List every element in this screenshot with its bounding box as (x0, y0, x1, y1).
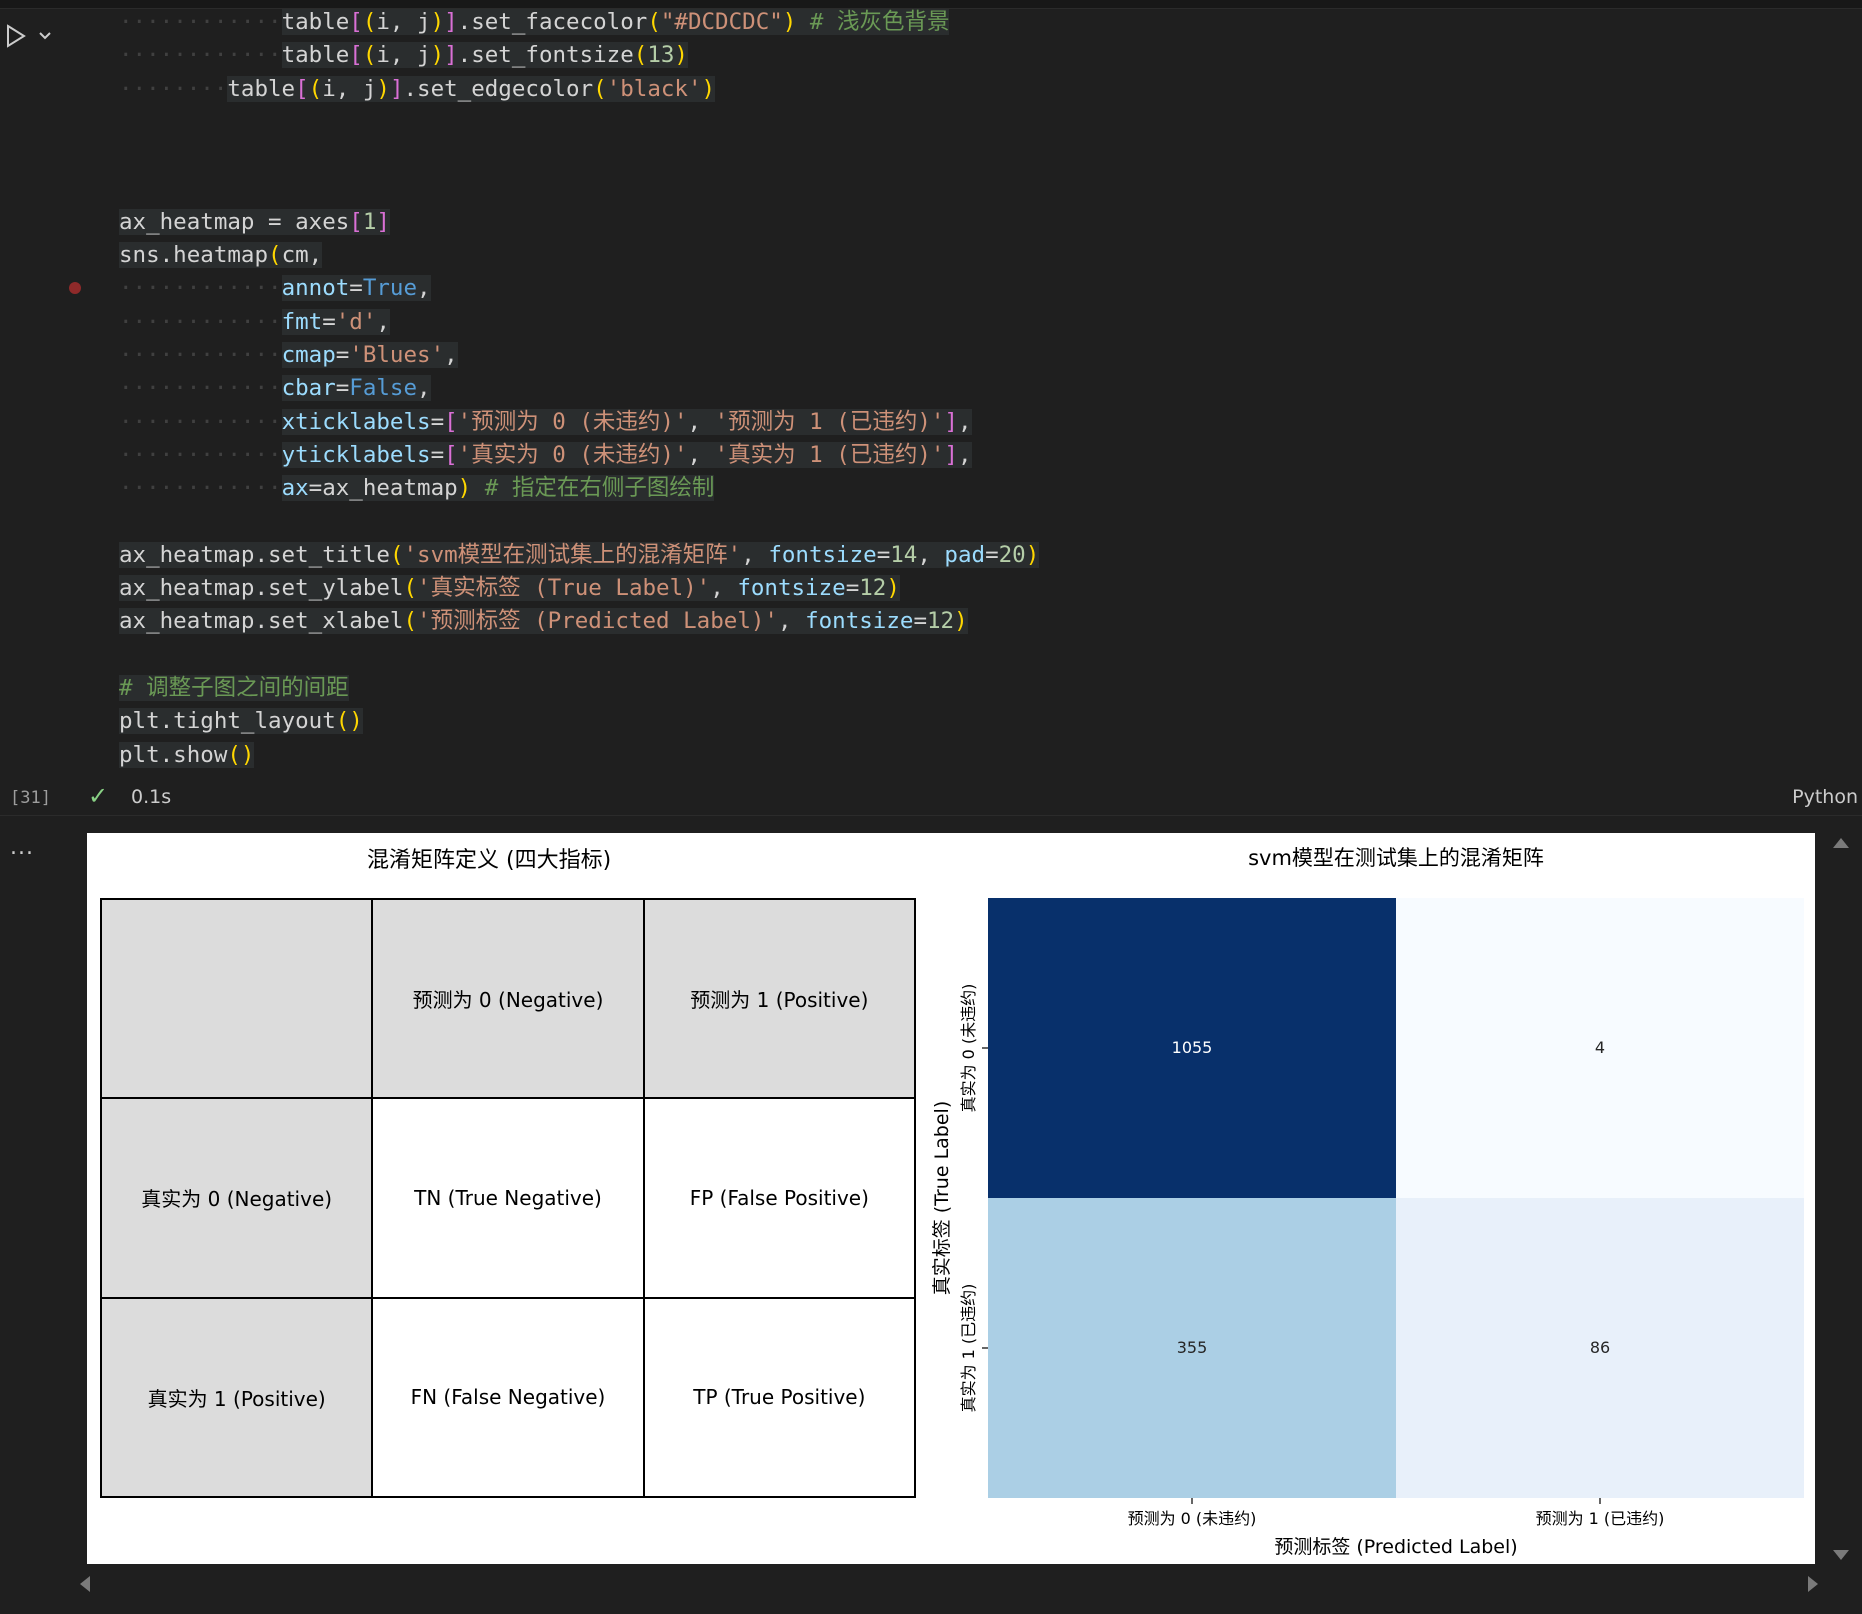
run-cell-button[interactable] (4, 22, 54, 50)
cell-divider (0, 815, 1862, 816)
code-line[interactable]: ax_heatmap.set_ylabel('真实标签 (True Label)… (119, 575, 900, 602)
x-tick-label: 预测为 1 (已违约) (1536, 1509, 1665, 1528)
code-line[interactable]: ax_heatmap.set_title('svm模型在测试集上的混淆矩阵', … (119, 541, 1040, 568)
heatmap-cell-label: 4 (1595, 1038, 1605, 1057)
code-line[interactable] (119, 172, 1819, 205)
code-line[interactable] (119, 139, 1819, 172)
scroll-left-arrow-icon[interactable] (80, 1576, 90, 1592)
table-cell: TN (True Negative) (371, 1097, 645, 1299)
x-tick-label: 预测为 0 (未违约) (1128, 1509, 1257, 1528)
heatmap-cell (1396, 1198, 1804, 1498)
code-line[interactable]: ············xticklabels=['预测为 0 (未违约)', … (119, 408, 972, 435)
x-axis-label: 预测标签 (Predicted Label) (1274, 1536, 1517, 1558)
code-line[interactable]: ············cmap='Blues', (119, 341, 458, 368)
code-line[interactable]: ax_heatmap.set_xlabel('预测标签 (Predicted L… (119, 608, 968, 635)
code-line[interactable]: ············cbar=False, (119, 375, 431, 402)
heatmap-cell-label: 86 (1590, 1338, 1610, 1357)
heatmap-cell-label: 1055 (1172, 1038, 1213, 1057)
code-line[interactable]: plt.show() (119, 741, 255, 768)
heatmap-title: svm模型在测试集上的混淆矩阵 (1248, 846, 1544, 870)
code-editor[interactable]: ············table[(i, j)].set_facecolor(… (119, 6, 1819, 772)
table-cell: FN (False Negative) (371, 1296, 645, 1499)
breakpoint-dot[interactable] (69, 282, 81, 294)
heatmap-cell (1396, 898, 1804, 1198)
code-line[interactable]: ········table[(i, j)].set_edgecolor('bla… (119, 75, 716, 102)
success-check-icon: ✓ (88, 782, 109, 810)
code-line[interactable]: ············table[(i, j)].set_facecolor(… (119, 9, 950, 35)
code-line[interactable]: ············table[(i, j)].set_fontsize(1… (119, 42, 688, 69)
table-cell: TP (True Positive) (642, 1296, 917, 1499)
code-line[interactable]: ············yticklabels=['真实为 0 (未违约)', … (119, 441, 972, 468)
execution-count: [31] (10, 788, 51, 808)
heatmap-cell (988, 1198, 1396, 1498)
table-row-header: 真实为 0 (Negative) (99, 1097, 374, 1299)
heatmap-cell (988, 898, 1396, 1198)
scroll-up-arrow-icon[interactable] (1833, 838, 1849, 848)
table-row-header: 真实为 1 (Positive) (99, 1296, 374, 1499)
heatmap-cell-label: 355 (1177, 1338, 1208, 1357)
scroll-down-arrow-icon[interactable] (1833, 1550, 1849, 1560)
y-tick-label: 真实为 1 (已违约) (959, 1284, 978, 1413)
kernel-language[interactable]: Python (1792, 786, 1858, 808)
table-corner-cell (99, 897, 374, 1100)
table-cell: FP (False Positive) (642, 1097, 917, 1299)
code-line[interactable]: ············annot=True, (119, 275, 431, 302)
y-axis-label: 真实标签 (True Label) (931, 1101, 953, 1296)
code-line[interactable]: ············ax=ax_heatmap) # 指定在右侧子图绘制 (119, 475, 715, 502)
y-tick-label: 真实为 0 (未违约) (959, 984, 978, 1113)
scroll-right-arrow-icon[interactable] (1808, 1576, 1818, 1592)
output-figure: 混淆矩阵定义 (四大指标) 预测为 0 (Negative) 预测为 1 (Po… (87, 833, 1815, 1564)
code-line[interactable] (119, 505, 1819, 538)
execution-time: 0.1s (131, 786, 172, 808)
chevron-down-icon (39, 32, 51, 40)
code-line[interactable]: plt.tight_layout() (119, 708, 363, 735)
table-header-cell: 预测为 0 (Negative) (371, 897, 645, 1100)
heatmap-chart: 1055 4 355 86 预测为 0 (未违约) 预测为 1 (已违约) 真实为 0 (未… (931, 846, 1804, 1558)
output-more-actions-icon[interactable]: ... (10, 835, 34, 860)
confusion-matrix-definition-table: 预测为 0 (Negative) 预测为 1 (Positive) 真实为 0 … (99, 897, 917, 1499)
left-panel-title: 混淆矩阵定义 (四大指标) (367, 848, 612, 873)
run-icon[interactable] (4, 22, 54, 50)
code-line[interactable] (119, 106, 1819, 139)
editor-top-border (0, 0, 1862, 9)
code-line[interactable]: ············fmt='d', (119, 308, 390, 335)
code-line[interactable] (119, 639, 1819, 672)
code-line[interactable]: ax_heatmap = axes[1] (119, 208, 390, 235)
code-line[interactable]: # 调整子图之间的间距 (119, 674, 349, 701)
code-line[interactable]: sns.heatmap(cm, (119, 242, 323, 269)
table-header-cell: 预测为 1 (Positive) (642, 897, 917, 1100)
